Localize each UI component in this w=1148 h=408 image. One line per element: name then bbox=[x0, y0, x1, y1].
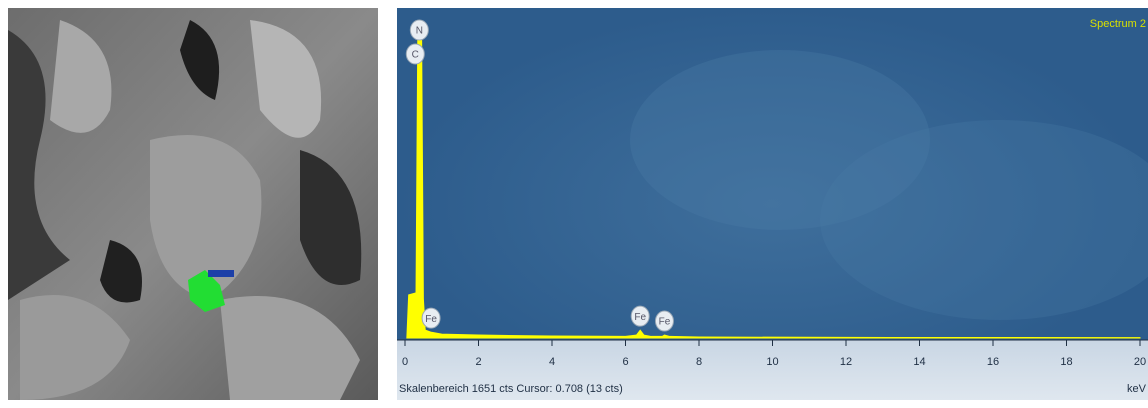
x-tick-label: 2 bbox=[475, 356, 481, 368]
x-tick-label: 18 bbox=[1060, 356, 1072, 368]
element-badge bbox=[421, 307, 441, 329]
element-badge bbox=[630, 305, 650, 327]
x-tick-label: 0 bbox=[402, 356, 408, 368]
x-tick-label: 10 bbox=[766, 356, 778, 368]
element-label: Fe bbox=[634, 312, 646, 323]
element-badge bbox=[654, 310, 674, 332]
axis-band bbox=[397, 340, 1148, 400]
x-tick-label: 4 bbox=[549, 356, 555, 368]
element-label: Fe bbox=[425, 314, 437, 325]
element-badge bbox=[405, 43, 425, 65]
spectrum-title: Spectrum 2 bbox=[1090, 18, 1146, 30]
x-tick-label: 8 bbox=[696, 356, 702, 368]
x-tick-label: 20 bbox=[1134, 356, 1146, 368]
element-label: Fe bbox=[659, 317, 671, 328]
sem-image bbox=[8, 8, 378, 400]
element-badge bbox=[409, 19, 429, 41]
element-label: N bbox=[416, 26, 423, 37]
spectrum-background bbox=[397, 8, 1148, 400]
x-tick-label: 16 bbox=[987, 356, 999, 368]
element-label: C bbox=[412, 50, 419, 61]
x-tick-label: 6 bbox=[622, 356, 628, 368]
x-tick-label: 12 bbox=[840, 356, 852, 368]
x-tick-label: 14 bbox=[913, 356, 925, 368]
x-axis-label: keV bbox=[1127, 383, 1147, 395]
status-line: Skalenbereich 1651 cts Cursor: 0.708 (13… bbox=[399, 383, 623, 395]
